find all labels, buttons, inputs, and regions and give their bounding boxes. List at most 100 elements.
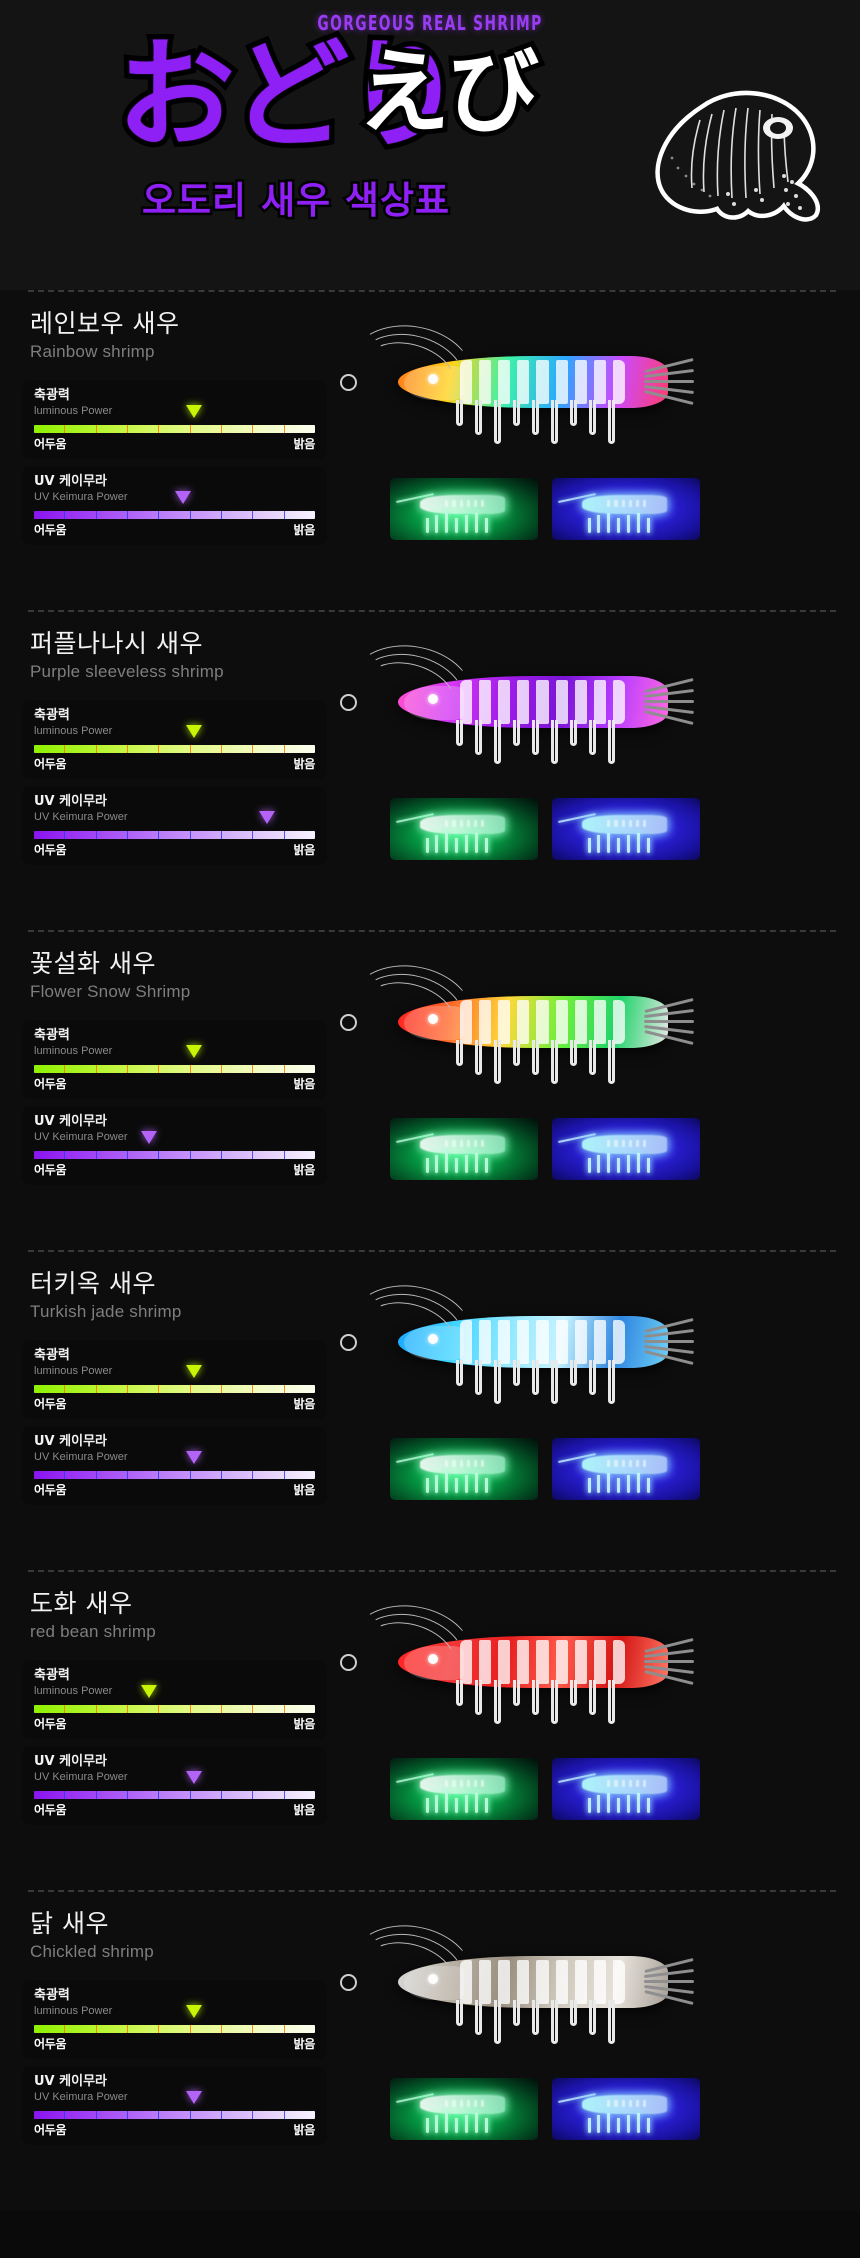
shrimp-body-glow <box>419 1455 506 1474</box>
lure-eye <box>428 374 438 384</box>
uv-value-marker <box>186 2091 203 2105</box>
luminous-label-kr: 축광력 <box>34 387 70 403</box>
luminous-glow-photo <box>390 1758 538 1820</box>
page-header: GORGEOUS REAL SHRIMP おどり 오도리 새우 색상표 えび <box>0 0 860 290</box>
uv-scale-row: 어두움 밝음 <box>34 841 315 858</box>
shrimp-body-glow <box>419 495 506 514</box>
luminous-gradient-bar <box>34 2024 315 2033</box>
product-title-en: Chickled shrimp <box>30 1941 154 1961</box>
glow-photo-row <box>390 1118 700 1180</box>
lure-body-stripes <box>460 360 625 404</box>
shrimp-body-glow <box>419 1775 506 1794</box>
power-meter-panel: 축광력 luminous Power 어두움 밝음 UV 케이무라 UV Kei… <box>22 1019 327 1186</box>
shrimp-body-glow <box>419 815 506 834</box>
uv-scale-low: 어두움 <box>34 843 67 858</box>
product-title-block: 터키옥 새우 Turkish jade shrimp <box>0 1252 860 1322</box>
power-meter-panel: 축광력 luminous Power 어두움 밝음 UV 케이무라 UV Kei… <box>22 699 327 866</box>
luminous-bar-area <box>34 1684 315 1713</box>
shrimp-body-glow <box>581 1775 668 1794</box>
uv-bar-area <box>34 1451 315 1480</box>
product-title-en: Turkish jade shrimp <box>30 1301 182 1321</box>
lure-line-ring <box>340 1334 357 1351</box>
uv-bar-ticks <box>34 1151 315 1160</box>
luminous-scale-row: 어두움 밝음 <box>34 2035 315 2052</box>
luminous-scale-low: 어두움 <box>34 436 67 451</box>
color-chart-page: GORGEOUS REAL SHRIMP おどり 오도리 새우 색상표 えび <box>0 0 860 2210</box>
lure-body <box>398 1636 668 1688</box>
shrimp-stripes <box>445 820 484 827</box>
uv-scale-high: 밝음 <box>293 523 316 538</box>
section-divider <box>28 1570 836 1572</box>
logo-korean-subtitle: 오도리 새우 색상표 <box>139 177 451 225</box>
luminous-label-kr: 축광력 <box>34 1667 70 1683</box>
lure-body <box>398 676 668 728</box>
luminous-power-meter: 축광력 luminous Power 어두움 밝음 <box>22 1659 327 1739</box>
uv-power-meter: UV 케이무라 UV Keimura Power 어두움 밝음 <box>22 465 327 546</box>
luminous-scale-row: 어두움 밝음 <box>34 435 315 452</box>
lure-line-ring <box>340 1974 357 1991</box>
uv-gradient-bar <box>34 831 315 840</box>
luminous-scale-row: 어두움 밝음 <box>34 1075 315 1092</box>
uv-bar-area <box>34 2091 315 2120</box>
product-list: 레인보우 새우 Rainbow shrimp 축광력 luminous Powe… <box>0 290 860 2210</box>
uv-power-meter: UV 케이무라 UV Keimura Power 어두움 밝음 <box>22 2065 327 2146</box>
product-title-kr: 레인보우 새우 <box>30 309 180 338</box>
lure-tail-hooks <box>644 1957 696 2006</box>
uv-scale-low: 어두움 <box>34 2123 67 2138</box>
luminous-label-en: luminous Power <box>34 1044 113 1057</box>
lure-tail-hooks <box>644 677 696 726</box>
uv-gradient-bar <box>34 1151 315 1160</box>
uv-value-marker <box>186 1451 203 1465</box>
lure-body <box>398 356 668 408</box>
product-row-5: 도화 새우 red bean shrimp 축광력 luminous Power… <box>0 1570 860 1890</box>
luminous-value-marker <box>186 404 203 418</box>
power-meter-panel: 축광력 luminous Power 어두움 밝음 UV 케이무라 UV Kei… <box>22 1979 327 2146</box>
luminous-scale-high: 밝음 <box>293 1396 316 1411</box>
lure-line-ring <box>340 1654 357 1671</box>
luminous-power-meter: 축광력 luminous Power 어두움 밝음 <box>22 1019 327 1099</box>
uv-label-en: UV Keimura Power <box>34 490 128 503</box>
luminous-gradient-bar <box>34 1064 315 1073</box>
luminous-gradient-bar <box>34 1384 315 1393</box>
shrimp-stripes <box>607 1780 646 1787</box>
lure-line-ring <box>340 374 357 391</box>
shrimp-stripes <box>445 2100 484 2107</box>
uv-glow-photo <box>552 1438 700 1500</box>
luminous-label-kr: 축광력 <box>34 707 70 723</box>
logo-japanese-main: おどり <box>111 26 468 164</box>
shrimp-legs-glow <box>425 1792 497 1814</box>
shrimp-body-glow <box>581 495 668 514</box>
lure-tail-hooks <box>644 357 696 406</box>
lure-legs <box>456 1040 628 1084</box>
luminous-scale-row: 어두움 밝음 <box>34 1395 315 1412</box>
product-title-block: 도화 새우 red bean shrimp <box>0 1572 860 1642</box>
lure-line-ring <box>340 1014 357 1031</box>
luminous-glow-photo <box>390 478 538 540</box>
product-title-kr: 터키옥 새우 <box>30 1269 156 1298</box>
power-meter-panel: 축광력 luminous Power 어두움 밝음 UV 케이무라 UV Kei… <box>22 1339 327 1506</box>
shrimp-stripes <box>607 1140 646 1147</box>
luminous-scale-high: 밝음 <box>293 2036 316 2051</box>
uv-bar-ticks <box>34 511 315 520</box>
product-row-6: 닭 새우 Chickled shrimp 축광력 luminous Power … <box>0 1890 860 2210</box>
shrimp-stripes <box>607 500 646 507</box>
luminous-gradient-bar <box>34 424 315 433</box>
luminous-value-marker <box>141 1684 158 1698</box>
lure-head <box>404 1006 464 1040</box>
shrimp-legs-glow <box>425 1472 497 1494</box>
section-divider <box>28 610 836 612</box>
glow-photo-row <box>390 1438 700 1500</box>
shrimp-legs-glow <box>587 1472 659 1494</box>
luminous-gradient-bar <box>34 1704 315 1713</box>
shrimp-stripes <box>607 1460 646 1467</box>
lure-eye <box>428 694 438 704</box>
uv-label-en: UV Keimura Power <box>34 810 128 823</box>
shrimp-stripes <box>607 2100 646 2107</box>
luminous-bar-ticks <box>34 2024 315 2033</box>
luminous-scale-low: 어두움 <box>34 756 67 771</box>
lure-body-stripes <box>460 680 625 724</box>
lure-body-stripes <box>460 1960 625 2004</box>
shrimp-stripes <box>445 500 484 507</box>
lure-eye <box>428 1334 438 1344</box>
product-title-block: 꽃설화 새우 Flower Snow Shrimp <box>0 932 860 1002</box>
